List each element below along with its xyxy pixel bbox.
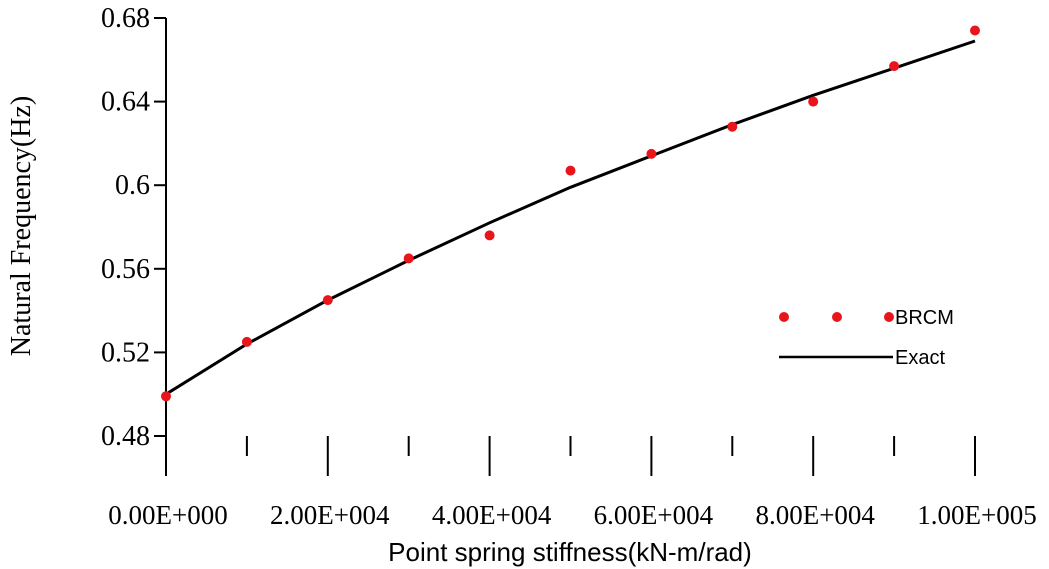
legend-brcm-marker-1	[779, 312, 789, 322]
x-tick-label: 2.00E+004	[270, 500, 390, 530]
x-tick-label: 6.00E+004	[594, 500, 714, 530]
legend-label-brcm: BRCM	[895, 307, 954, 329]
data-point-brcm	[161, 391, 171, 402]
x-tick-label: 4.00E+004	[432, 500, 552, 530]
x-tick-label: 1.00E+005	[917, 500, 1036, 530]
series-points	[161, 25, 980, 402]
axes	[165, 18, 167, 436]
legend-label-exact: Exact	[895, 347, 945, 369]
x-axis-title: Point spring stiffness(kN-m/rad)	[388, 537, 752, 567]
data-point-brcm	[403, 253, 414, 264]
legend-brcm-marker-3	[884, 312, 894, 322]
x-tick-label: 0.00E+000	[108, 500, 227, 530]
data-point-brcm	[322, 295, 333, 306]
data-point-brcm	[241, 336, 252, 347]
legend-brcm-marker-2	[832, 312, 842, 322]
data-point-brcm	[484, 230, 495, 241]
data-point-brcm	[808, 96, 819, 107]
y-tick-label: 0.52	[101, 337, 150, 368]
series-lines	[165, 39, 976, 396]
legend: BRCM Exact	[779, 307, 954, 369]
y-ticks: 0.48 0.52 0.56 0.6 0.64 0.68	[101, 3, 166, 452]
data-point-brcm	[565, 165, 576, 176]
x-tick-label: 8.00E+004	[755, 500, 875, 530]
y-tick-label: 0.64	[101, 87, 150, 118]
data-point-brcm	[970, 25, 980, 36]
y-tick-label: 0.6	[115, 170, 150, 201]
data-point-brcm	[646, 148, 657, 159]
y-tick-label: 0.56	[101, 254, 150, 285]
series-line-exact	[165, 39, 976, 396]
y-tick-label: 0.48	[101, 421, 150, 452]
data-point-brcm	[889, 61, 900, 72]
data-point-brcm	[727, 121, 738, 132]
y-tick-label: 0.68	[101, 3, 150, 34]
y-axis-title: Natural Frequency(Hz)	[6, 96, 37, 356]
x-ticks: 0.00E+000 2.00E+004 4.00E+004 6.00E+004 8.00…	[108, 436, 1037, 530]
